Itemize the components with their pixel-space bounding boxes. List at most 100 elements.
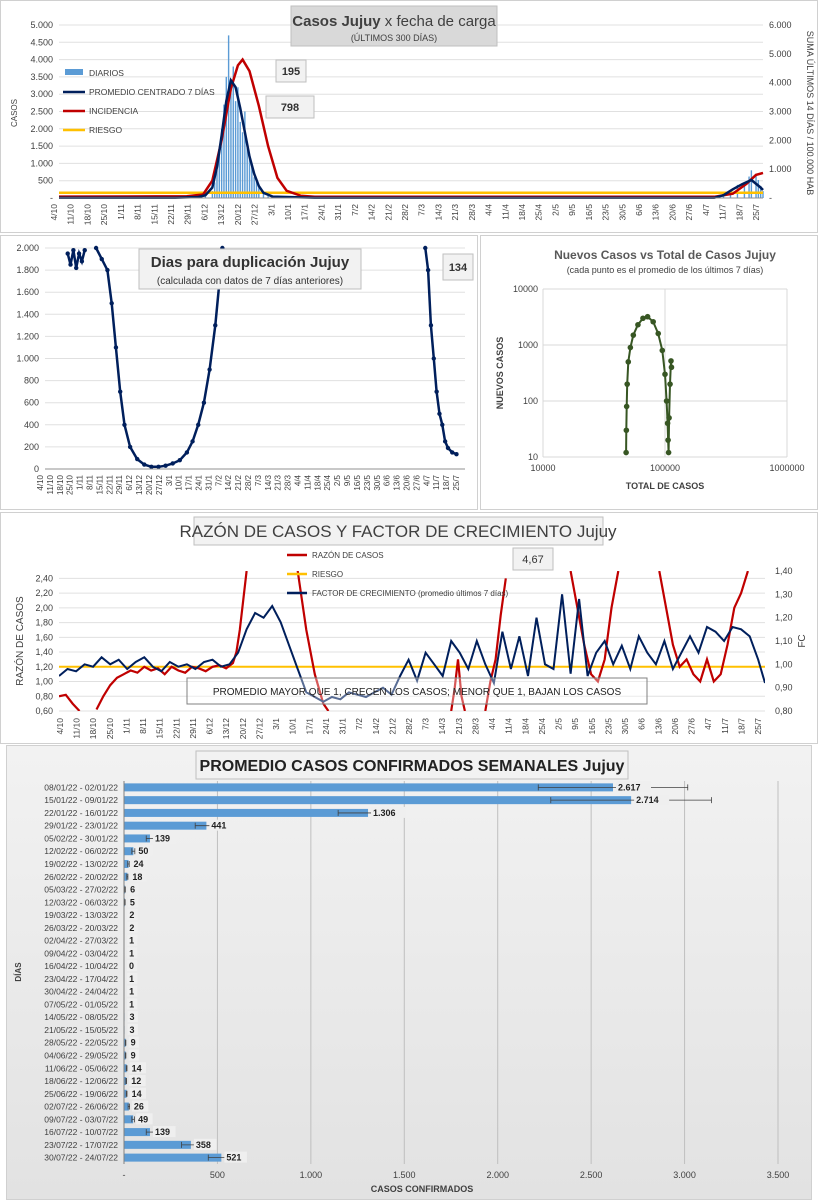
x-tick-label: 7/2	[350, 204, 360, 216]
chart-subtitle: (cada punto es el promedio de los último…	[567, 265, 764, 275]
annotation-label: 134	[449, 262, 468, 274]
doubling-point	[99, 256, 104, 262]
daily-bar	[251, 166, 253, 198]
x-tick-label: 3.500	[767, 1170, 790, 1180]
x-tick-label: 4/7	[703, 718, 713, 730]
x-tick-label: 1.500	[393, 1170, 416, 1180]
x-tick-label: 8/11	[86, 474, 95, 490]
weekly-bar	[124, 1115, 134, 1124]
scatter-point	[659, 347, 666, 354]
doubling-point	[423, 245, 428, 251]
x-tick-label: 2/5	[550, 204, 560, 216]
growth-factor-line	[59, 594, 765, 703]
doubling-point	[440, 422, 445, 427]
value-label: 2.714	[636, 795, 659, 805]
value-label-bg	[128, 1049, 139, 1061]
x-tick-label: 17/1	[185, 474, 194, 490]
daily-bar	[248, 156, 251, 198]
category-label: 23/07/22 - 17/07/22	[44, 1140, 118, 1150]
x-tick-label: 29/11	[183, 204, 193, 225]
value-label: 6	[130, 885, 135, 895]
incidence-line	[58, 57, 764, 199]
legend-label: FACTOR DE CRECIMIENTO (promedio últimos …	[312, 589, 509, 598]
category-label: 05/03/22 - 27/02/22	[44, 885, 118, 895]
y-tick-label: 100	[523, 396, 538, 406]
x-tick-label: 3/1	[266, 204, 276, 216]
doubling-point	[118, 389, 123, 394]
x-tick-label: 6/6	[634, 204, 644, 216]
x-tick-label: 28/3	[467, 204, 477, 221]
x-tick-label: 30/5	[617, 204, 627, 221]
daily-bar	[255, 180, 258, 198]
value-label-bg	[152, 832, 176, 844]
daily-bar	[225, 76, 227, 198]
x-tick-label: 2/5	[554, 718, 564, 730]
y-tick-label: 2.500	[30, 107, 53, 117]
average-line	[58, 77, 764, 200]
doubling-point	[177, 457, 182, 463]
y-tick-label: 200	[24, 442, 39, 452]
y-tick-label: 1.800	[16, 265, 39, 275]
daily-bar	[223, 104, 225, 198]
value-label: 139	[155, 833, 170, 843]
x-tick-label: 1/11	[116, 204, 126, 220]
category-label: 16/07/22 - 10/07/22	[44, 1127, 118, 1137]
value-label-bg	[209, 819, 233, 831]
x-tick-label: 4/7	[701, 204, 711, 216]
value-label: 24	[133, 859, 143, 869]
doubling-point	[184, 450, 190, 455]
x-tick-label: 10/1	[175, 474, 184, 490]
note-text: PROMEDIO MAYOR QUE 1, CRECEN LOS CASOS; …	[213, 687, 622, 698]
x-tick-label: 17/1	[304, 718, 314, 735]
y-tick-label: 2,20	[35, 588, 53, 598]
ratio-chart-panel: 0,60 0,80 1,00 1,20 1,40 1,60 1,80 2,00 2,20 2,40…	[0, 512, 818, 744]
daily-bar	[244, 111, 246, 198]
y-tick-label: 600	[24, 398, 39, 408]
x-tick-label: 14/3	[433, 204, 443, 221]
x-tick-label: 20/6	[670, 718, 680, 735]
scatter-point	[663, 398, 670, 404]
x-tick-label: 10000	[530, 463, 555, 473]
scatter-point	[630, 332, 637, 338]
x-tick-label: 18/7	[736, 718, 746, 735]
x-tick-label: 13/6	[651, 204, 661, 221]
category-label: 19/03/22 - 13/03/22	[44, 910, 118, 920]
category-label: 25/06/22 - 19/06/22	[44, 1089, 118, 1099]
weekly-bar	[124, 1089, 127, 1098]
value-label: 14	[132, 1089, 142, 1099]
doubling-point	[71, 248, 76, 253]
value-label-bg	[616, 781, 652, 793]
x-tick-label: 3.000	[673, 1170, 696, 1180]
x-tick-label: 22/11	[171, 718, 181, 739]
x-tick-label: 13/12	[216, 204, 226, 226]
weekly-bar	[124, 1102, 129, 1111]
y-tick-label: 1.000	[16, 354, 39, 364]
y-tick-label: 1,20	[35, 662, 53, 672]
x-tick-label: 4/4	[487, 718, 497, 730]
daily-bar	[204, 195, 207, 198]
annotation-box	[275, 59, 307, 83]
daily-bar	[232, 66, 234, 199]
value-label: 0	[129, 961, 134, 971]
value-label: 521	[226, 1153, 241, 1163]
x-tick-label: 14/2	[224, 474, 233, 490]
x-tick-label: 10/1	[288, 718, 298, 735]
x-tick-label: 28/2	[404, 718, 414, 735]
x-tick-label: 6/12	[205, 718, 215, 735]
x-tick-label: 7/2	[214, 474, 223, 486]
daily-bar	[246, 142, 248, 198]
daily-bar	[750, 170, 753, 198]
x-tick-label: 15/11	[149, 204, 159, 225]
doubling-point	[170, 461, 175, 466]
value-label: 1	[129, 999, 134, 1009]
value-label: 1	[129, 987, 134, 997]
category-label: 14/05/22 - 08/05/22	[44, 1012, 118, 1022]
y-tick-label: 1.600	[16, 287, 39, 297]
scatter-point	[650, 318, 656, 325]
x-tick-label: 3/1	[165, 474, 174, 486]
y2-tick-label: 1.000	[769, 164, 792, 174]
x-tick-label: 4/4	[484, 204, 494, 216]
y-tick-label: 2.000	[30, 124, 53, 134]
y-axis-label: NUEVOS CASOS	[495, 337, 505, 410]
y-tick-label: 1000	[518, 340, 538, 350]
